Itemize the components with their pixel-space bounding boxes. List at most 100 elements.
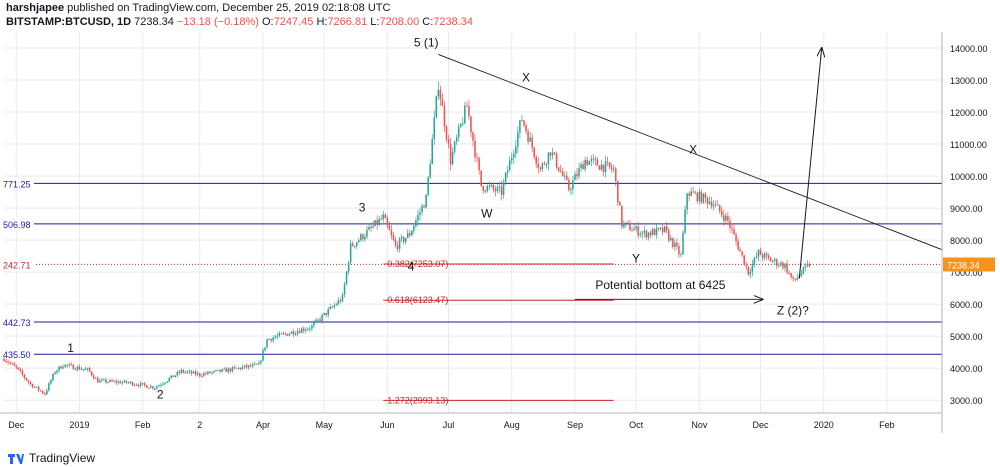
candle-body [584,159,586,170]
price-change: −13.18 (−0.18%) [176,16,259,28]
price-axis[interactable]: 3000.00 4000.00 5000.00 6000.00 7000.00 8000.… [941,32,995,433]
tradingview-footer[interactable]: TradingView [8,451,95,465]
horizontal-levels: 771.25 506.98 242.71 442.73 435.50 [0,177,942,361]
candle-body [180,370,183,373]
candle-body [111,380,113,382]
candle-body [398,238,401,249]
candle-body [366,229,368,237]
candle-body [674,242,676,248]
candle-body [121,382,124,384]
candle-body [241,367,244,370]
candle-body [606,161,609,163]
candle-body [182,370,185,373]
candle-body [411,231,413,236]
candle-body [763,253,766,258]
candle-body [551,152,554,156]
candlesticks[interactable] [3,81,811,396]
candle-body [431,139,433,165]
candle-body [37,386,40,391]
candle-body [792,277,794,279]
candle-body [568,179,570,191]
candle-body [665,226,668,231]
candle-body [468,105,470,117]
candle-body [533,147,535,158]
time-tick-label: Feb [135,420,151,430]
candle-body [700,191,703,203]
candle-body [574,174,576,181]
candle-body [731,227,733,230]
last-price-label: 7238.34 [947,260,980,270]
tradingview-logo-icon [8,453,24,464]
candle-body [33,386,36,388]
drawings: 0.382(7253.07) 0.618(6123.47) 1.272(2993.1… [67,35,943,405]
candle-body [86,367,89,369]
candle-body [586,159,588,165]
wave-label: Potential bottom at 6425 [595,278,725,292]
wave-label: 2 [157,388,164,402]
candle-body [7,361,9,363]
candle-body [213,370,215,373]
high-value: 7266.81 [327,16,368,28]
candle-body [143,383,146,386]
candle-body [11,363,13,365]
time-tick-label: Jul [443,420,455,430]
time-tick-label: May [316,420,334,430]
candle-body [466,105,468,107]
candle-body [588,161,591,165]
candle-body [113,380,115,382]
candle-body [612,168,615,170]
price-tick-label: 13000.00 [950,76,988,86]
candle-body [201,375,203,377]
candle-body [203,373,205,376]
candle-body [56,370,58,373]
time-axis[interactable]: Dec 2019 Feb 2 Apr May Jun Jul Aug Sep Oct Nov Dec 20… [0,412,942,430]
candle-body [582,164,584,170]
wave-label: Y [632,252,640,266]
candle-body [712,205,715,207]
candle-body [545,164,548,166]
candle-body [103,379,105,381]
candle-body [76,366,79,370]
candle-body [539,167,542,169]
time-tick-label: Oct [629,420,644,430]
candle-body [80,369,83,371]
candle-body [406,232,409,238]
candle-body [767,255,770,258]
publish-text: published on TradingView.com, December 2… [67,2,391,14]
candle-body [523,120,525,126]
author-name[interactable]: harshjapee [6,2,65,14]
candle-body [537,163,540,168]
candle-body [198,373,201,376]
candle-body [82,369,85,371]
candle-body [135,384,138,386]
candle-body [48,383,50,391]
candle-body [686,193,688,210]
time-tick-label: Sep [567,420,583,430]
level-label: 442.73 [3,318,31,328]
candle-body [592,158,595,160]
candle-body [152,386,154,389]
candle-body [233,367,236,369]
candle-body [349,243,352,263]
candle-body [274,336,276,338]
candle-body [351,243,354,247]
time-tick-label: Feb [879,420,895,430]
wave-label: W [481,207,493,221]
candle-body [39,390,42,392]
candle-body [529,137,531,142]
candle-body [649,232,652,236]
candle-body [302,328,305,331]
candle-body [325,312,327,316]
high-label: H: [316,16,328,28]
candle-body [633,228,635,231]
tradingview-brand: TradingView [29,451,96,465]
publish-info: harshjapee published on TradingView.com,… [6,2,390,14]
candle-body [525,125,527,132]
candle-body [70,364,73,366]
candle-body [99,380,101,383]
candle-body [88,367,91,372]
candle-body [44,393,46,395]
candle-body [690,191,692,196]
candle-body [506,170,509,173]
